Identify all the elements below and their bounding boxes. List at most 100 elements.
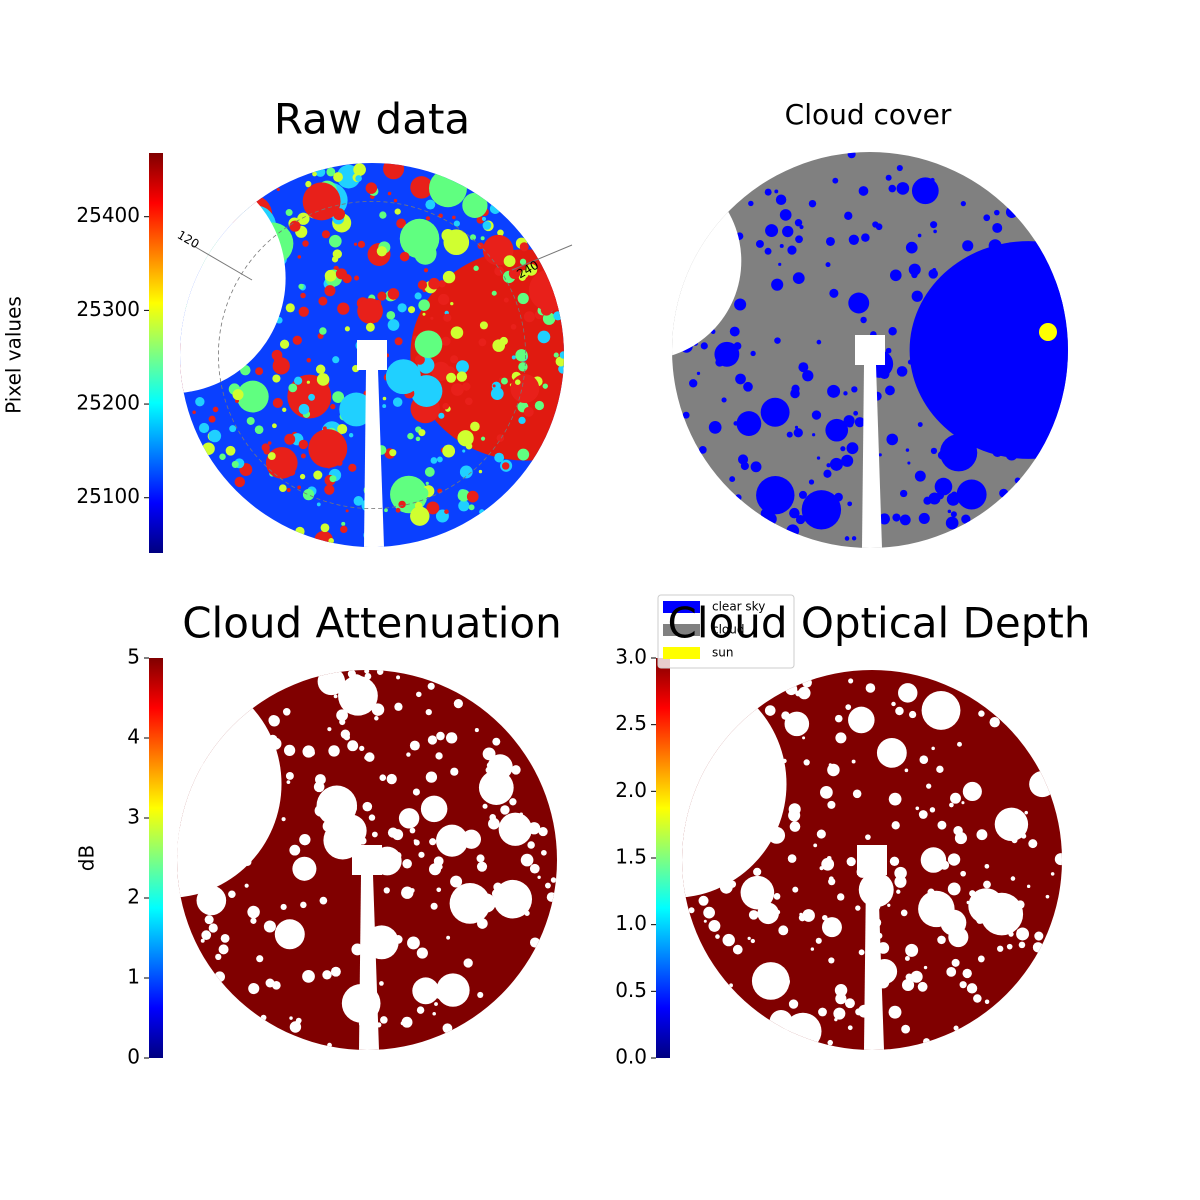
image-texture — [519, 258, 527, 265]
image-texture — [1052, 396, 1062, 406]
image-texture — [887, 903, 891, 907]
colorbar-tick-label: 2.0 — [615, 778, 647, 802]
image-texture — [844, 211, 853, 220]
image-texture — [787, 854, 797, 863]
image-texture — [446, 372, 457, 383]
image-texture — [734, 298, 747, 311]
image-texture — [748, 200, 754, 207]
image-texture — [703, 906, 715, 919]
image-texture — [525, 263, 538, 276]
image-texture — [534, 400, 545, 411]
image-texture — [425, 216, 431, 221]
image-texture — [255, 367, 264, 376]
image-texture — [907, 359, 913, 365]
sun — [1039, 323, 1057, 341]
image-texture — [846, 857, 856, 867]
image-texture — [282, 708, 291, 716]
image-texture — [306, 380, 310, 384]
image-texture — [894, 875, 907, 888]
image-texture — [997, 945, 1004, 952]
image-texture — [920, 847, 947, 873]
image-texture — [788, 809, 801, 822]
image-texture — [794, 219, 803, 227]
image-texture — [409, 888, 415, 893]
image-mask — [855, 335, 885, 365]
image-texture — [281, 817, 286, 822]
image-texture — [774, 337, 781, 344]
image-texture — [394, 852, 402, 859]
image-texture — [284, 433, 296, 445]
image-texture — [318, 296, 328, 306]
image-texture — [962, 968, 972, 979]
image-texture — [456, 360, 469, 374]
image-texture — [520, 853, 534, 867]
colorbar-tick-label: 3.0 — [615, 645, 647, 669]
polar-spoke — [191, 244, 253, 281]
image-texture — [750, 461, 762, 473]
image-texture — [436, 973, 470, 1007]
image-texture — [555, 356, 564, 367]
panel-title: Cloud Optical Depth — [668, 599, 1091, 648]
image-texture — [962, 240, 974, 252]
image-texture — [778, 925, 789, 936]
image-texture — [324, 285, 336, 297]
image-texture — [989, 328, 997, 335]
image-texture — [861, 233, 870, 242]
image-texture — [292, 335, 302, 345]
image-texture — [983, 214, 991, 222]
image-texture — [229, 425, 237, 433]
image-texture — [816, 339, 822, 345]
image-texture — [463, 958, 473, 968]
image-texture — [424, 467, 435, 477]
image-texture — [348, 463, 357, 472]
image-texture — [335, 268, 347, 280]
image-texture — [698, 895, 709, 906]
image-texture — [708, 421, 722, 434]
image-texture — [896, 366, 908, 377]
image-texture — [511, 765, 521, 775]
image-texture — [951, 958, 960, 967]
image-texture — [795, 514, 806, 525]
image-texture — [481, 216, 487, 221]
colorbar-tick-label: 3 — [127, 805, 140, 829]
image-texture — [550, 877, 557, 883]
image-texture — [285, 771, 294, 780]
image-texture — [392, 829, 404, 841]
image-texture — [947, 287, 954, 294]
image-texture — [828, 957, 835, 964]
image-texture — [450, 355, 459, 364]
image-texture — [888, 184, 897, 193]
image-texture — [854, 417, 865, 428]
image-texture — [960, 870, 966, 877]
image-texture — [392, 397, 403, 407]
image-texture — [756, 475, 795, 515]
image-texture — [218, 944, 229, 955]
image-texture — [980, 892, 1024, 936]
image-texture — [319, 327, 327, 335]
image-texture — [430, 316, 434, 320]
image-texture — [192, 410, 196, 414]
image-texture — [297, 255, 302, 259]
image-texture — [802, 370, 814, 382]
image-texture — [379, 774, 387, 782]
image-texture — [851, 536, 857, 541]
image-texture — [1028, 839, 1038, 849]
image-mask — [352, 845, 382, 875]
image-texture — [1054, 853, 1062, 866]
image-texture — [399, 218, 440, 259]
image-texture — [950, 511, 957, 518]
image-texture — [732, 944, 743, 955]
image-texture — [946, 492, 960, 506]
image-texture — [236, 380, 269, 413]
image-texture — [737, 454, 749, 465]
image-texture — [827, 800, 836, 809]
image-texture — [386, 310, 396, 320]
image-texture — [910, 970, 923, 983]
image-texture — [308, 429, 348, 469]
image-texture — [829, 457, 843, 471]
panel-title: Cloud cover — [785, 98, 952, 131]
image-texture — [923, 965, 928, 970]
image-texture — [899, 489, 908, 498]
image-texture — [416, 487, 429, 500]
image-texture — [775, 909, 781, 915]
